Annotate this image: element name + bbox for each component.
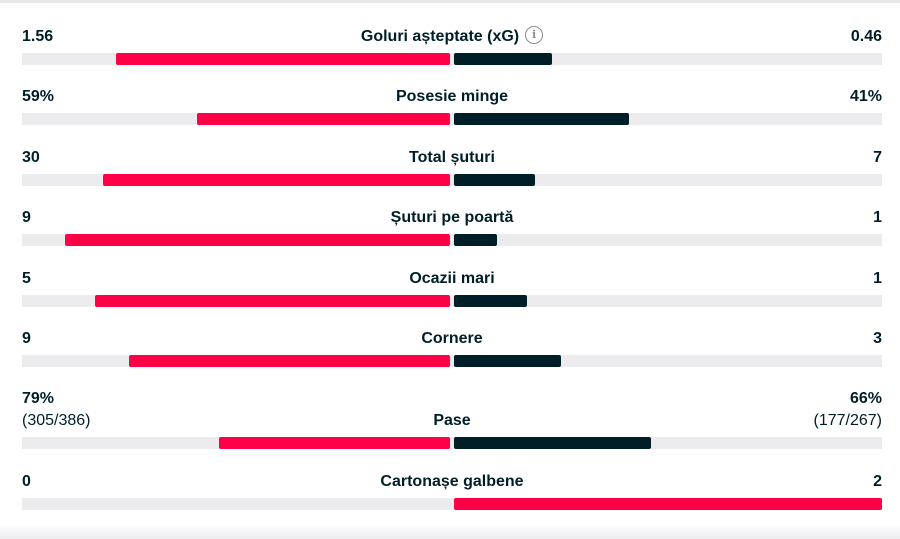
away-value: 1: [873, 270, 882, 287]
stat-label: Cartonașe galbene: [380, 473, 524, 490]
home-value: 9: [22, 330, 31, 347]
stat-row-passes: 79% (305/386) Pase 66% (177/267): [22, 388, 883, 449]
info-icon[interactable]: i: [525, 25, 544, 44]
stat-bar: [22, 295, 882, 307]
stat-label: Pase: [433, 412, 471, 429]
home-bar-fill: [103, 174, 450, 186]
bottom-fade: [0, 525, 900, 539]
home-bar-fill: [116, 53, 450, 65]
away-bar-fill: [454, 174, 536, 186]
home-bar-fill: [197, 113, 450, 125]
stat-bar: [22, 113, 882, 125]
away-bar-fill: [454, 498, 882, 510]
home-value: 0: [22, 473, 31, 490]
home-value: 79%: [22, 390, 55, 407]
home-value: 9: [22, 209, 31, 226]
stat-row-possession: 59% Posesie minge 41%: [22, 86, 882, 125]
away-bar-fill: [454, 355, 561, 367]
away-value: 41%: [849, 88, 882, 105]
stat-bar: [22, 498, 882, 510]
stat-label: Goluri așteptate (xG) i: [22, 25, 882, 48]
away-bar-fill: [454, 437, 651, 449]
stat-bar: [22, 355, 882, 367]
away-value: 66%: [849, 390, 882, 407]
away-value: 1: [873, 209, 882, 226]
stat-row-total-shots: 30 Total șuturi 7: [22, 147, 882, 186]
stat-row-yellow-cards: 0 Cartonașe galbene 2: [22, 471, 882, 510]
home-value: 30: [22, 149, 40, 166]
away-bar-fill: [454, 53, 553, 65]
home-subvalue: (305/386): [22, 412, 91, 429]
away-value: 7: [873, 149, 882, 166]
stat-label: Ocazii mari: [409, 270, 495, 287]
away-bar-fill: [454, 234, 497, 246]
home-value: 1.56: [22, 28, 54, 45]
away-value: 2: [873, 473, 882, 490]
stat-bar: [22, 234, 882, 246]
away-value: 0.46: [850, 28, 882, 45]
away-subvalue: (177/267): [813, 412, 883, 429]
stat-label: Cornere: [421, 330, 483, 347]
away-bar-fill: [454, 113, 630, 125]
stat-row-big-chances: 5 Ocazii mari 1: [22, 268, 882, 307]
top-divider: [0, 0, 900, 3]
home-value: 59%: [22, 88, 55, 105]
stat-bar: [22, 174, 882, 186]
home-bar-fill: [94, 295, 450, 307]
stat-label: Șuturi pe poartă: [390, 209, 514, 226]
stat-label: Total șuturi: [409, 149, 495, 166]
home-bar-fill: [64, 234, 450, 246]
home-bar-fill: [129, 355, 450, 367]
stat-row-shots-on-target: 9 Șuturi pe poartă 1: [22, 207, 882, 246]
stat-label-text: Goluri așteptate (xG): [360, 28, 520, 45]
stat-row-corners: 9 Cornere 3: [22, 328, 882, 367]
stat-bar: [22, 53, 882, 65]
away-value: 3: [873, 330, 882, 347]
away-bar-fill: [454, 295, 527, 307]
home-bar-fill: [218, 437, 450, 449]
stat-label: Posesie minge: [395, 88, 509, 105]
home-value: 5: [22, 270, 31, 287]
stat-row-xg: 1.56 Goluri așteptate (xG) i 0.46: [22, 25, 882, 65]
stat-bar: [22, 437, 882, 449]
